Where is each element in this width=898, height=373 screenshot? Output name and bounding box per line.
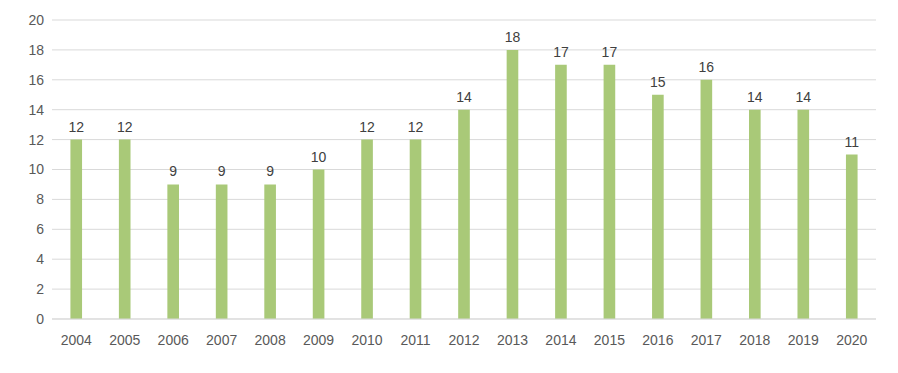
svg-text:12: 12 [68,119,84,135]
svg-text:2007: 2007 [206,332,237,348]
svg-text:2015: 2015 [594,332,625,348]
svg-text:14: 14 [796,89,812,105]
svg-text:8: 8 [36,191,44,207]
svg-text:2: 2 [36,281,44,297]
svg-text:2016: 2016 [642,332,673,348]
svg-text:2010: 2010 [351,332,382,348]
svg-text:2019: 2019 [788,332,819,348]
svg-text:6: 6 [36,221,44,237]
svg-text:15: 15 [650,74,666,90]
svg-text:18: 18 [505,29,521,45]
svg-text:9: 9 [169,163,177,179]
svg-text:12: 12 [28,132,44,148]
svg-text:2009: 2009 [303,332,334,348]
svg-text:2020: 2020 [836,332,867,348]
svg-text:2018: 2018 [739,332,770,348]
svg-text:11: 11 [844,134,859,150]
svg-text:9: 9 [218,163,226,179]
svg-text:14: 14 [456,89,472,105]
svg-text:9: 9 [266,163,274,179]
svg-text:14: 14 [28,102,44,118]
svg-text:2017: 2017 [691,332,722,348]
svg-text:20: 20 [28,12,44,28]
svg-text:0: 0 [36,311,44,327]
svg-text:2011: 2011 [400,332,430,348]
svg-text:2014: 2014 [545,332,576,348]
svg-text:4: 4 [36,251,44,267]
svg-text:12: 12 [359,119,375,135]
svg-text:16: 16 [699,59,715,75]
svg-text:2013: 2013 [497,332,528,348]
svg-text:14: 14 [747,89,763,105]
svg-text:12: 12 [117,119,133,135]
svg-text:2005: 2005 [109,332,140,348]
svg-text:2006: 2006 [158,332,189,348]
svg-text:18: 18 [28,42,44,58]
svg-text:10: 10 [311,149,327,165]
svg-text:2012: 2012 [448,332,479,348]
svg-text:17: 17 [602,44,618,60]
svg-text:2008: 2008 [255,332,286,348]
svg-text:17: 17 [553,44,569,60]
svg-text:12: 12 [408,119,424,135]
svg-text:16: 16 [28,72,44,88]
svg-text:10: 10 [28,161,44,177]
svg-text:2004: 2004 [61,332,92,348]
